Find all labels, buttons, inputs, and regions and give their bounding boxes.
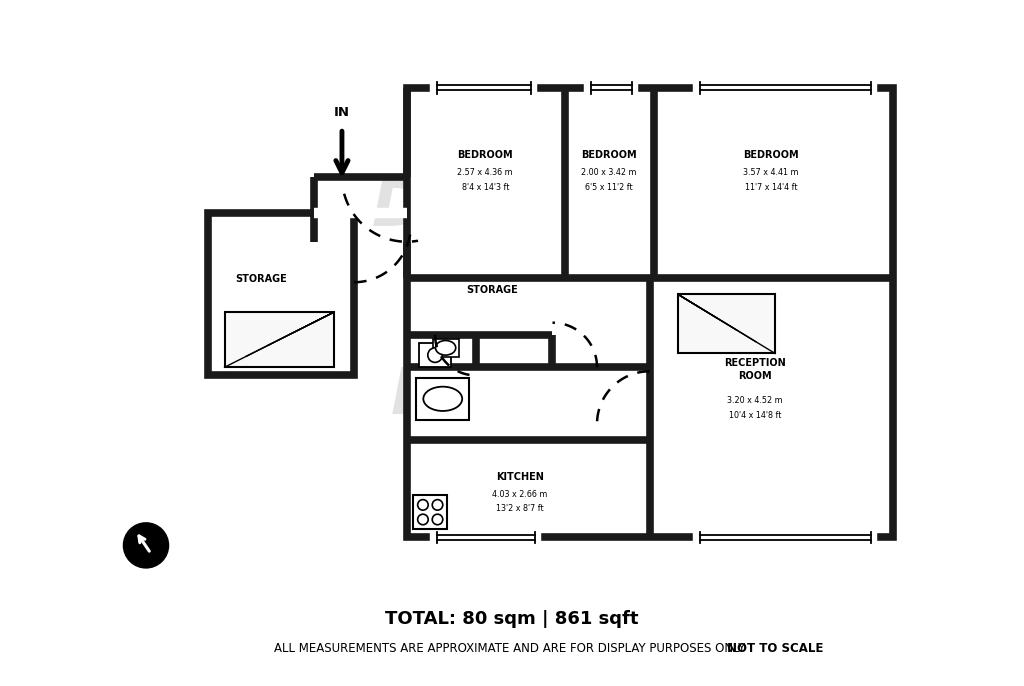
Bar (208, 213, 354, 375)
Circle shape (418, 499, 428, 510)
Text: PROPERTY: PROPERTY (475, 239, 582, 257)
Text: BEDROOM: BEDROOM (458, 150, 513, 160)
Text: 10'4 x 14'8 ft: 10'4 x 14'8 ft (729, 410, 781, 420)
Text: NOT TO SCALE: NOT TO SCALE (727, 642, 823, 654)
Text: NORRIS: NORRIS (390, 364, 666, 427)
Text: 6'5 x 11'2 ft: 6'5 x 11'2 ft (586, 183, 633, 192)
Ellipse shape (435, 340, 456, 355)
Text: &: & (487, 251, 569, 343)
Bar (417, 378, 469, 420)
Text: IN: IN (334, 106, 350, 119)
Text: DRIVERS: DRIVERS (371, 177, 685, 239)
Text: SO MUCH MORE: SO MUCH MORE (447, 340, 608, 357)
Text: ALL MEASUREMENTS ARE APPROXIMATE AND ARE FOR DISPLAY PURPOSES ONLY: ALL MEASUREMENTS ARE APPROXIMATE AND ARE… (274, 642, 750, 654)
Text: 2.57 x 4.36 m: 2.57 x 4.36 m (458, 168, 513, 178)
Bar (414, 495, 447, 529)
Circle shape (428, 348, 442, 362)
Text: TOTAL: 80 sqm | 861 sqft: TOTAL: 80 sqm | 861 sqft (385, 610, 639, 628)
Bar (407, 88, 893, 537)
Text: 13'2 x 8'7 ft: 13'2 x 8'7 ft (497, 504, 544, 513)
Circle shape (432, 514, 442, 525)
Bar (224, 312, 334, 367)
Circle shape (432, 499, 442, 510)
Bar (419, 343, 452, 367)
Text: 3.57 x 4.41 m: 3.57 x 4.41 m (743, 168, 799, 178)
Text: 8'4 x 14'3 ft: 8'4 x 14'3 ft (462, 183, 509, 192)
Text: STORAGE: STORAGE (466, 285, 517, 295)
Text: 11'7 x 14'4 ft: 11'7 x 14'4 ft (744, 183, 798, 192)
Bar (678, 294, 775, 353)
Text: 3.20 x 4.52 m: 3.20 x 4.52 m (727, 396, 782, 405)
Text: RECEPTION
ROOM: RECEPTION ROOM (724, 358, 785, 381)
Ellipse shape (423, 387, 462, 411)
Circle shape (124, 523, 168, 567)
Text: 4.03 x 2.66 m: 4.03 x 2.66 m (493, 490, 548, 499)
Text: 2.00 x 3.42 m: 2.00 x 3.42 m (582, 168, 637, 178)
Text: BEDROOM: BEDROOM (743, 150, 799, 160)
Text: STORAGE: STORAGE (236, 274, 287, 284)
Bar (433, 339, 459, 357)
Circle shape (418, 514, 428, 525)
Text: KITCHEN: KITCHEN (497, 471, 544, 482)
Text: BEDROOM: BEDROOM (582, 150, 637, 160)
